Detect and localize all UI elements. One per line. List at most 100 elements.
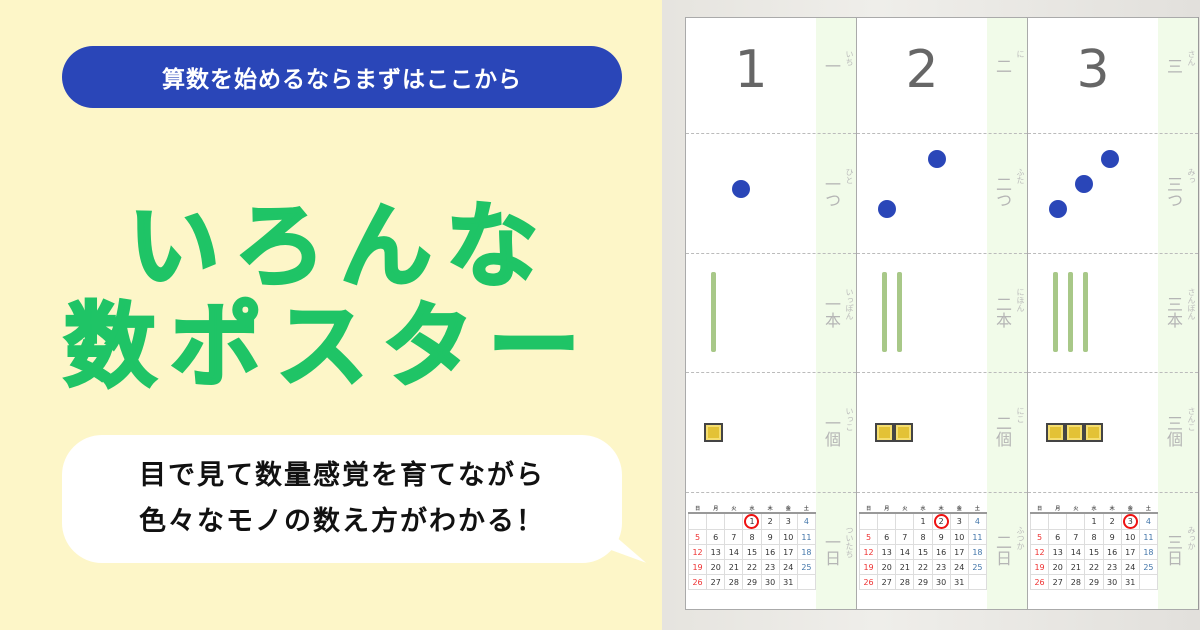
counting-block bbox=[1046, 423, 1065, 442]
calendar-weekday: 土 bbox=[1139, 505, 1158, 514]
highlighted-day: 2 bbox=[933, 514, 949, 529]
kanji-label: 三本 bbox=[1164, 295, 1183, 328]
calendar-day: 17 bbox=[1120, 544, 1140, 560]
calendar-day: 28 bbox=[895, 574, 915, 590]
calendar-day: 22 bbox=[913, 559, 933, 575]
calendar-day: 16 bbox=[1102, 544, 1122, 560]
calendar-day: 21 bbox=[1066, 559, 1086, 575]
calendar-weekday: 水 bbox=[913, 505, 933, 514]
calendar: 日月火水木金土 1 2 3 4 5 6 7 8 9 10 11 12 13 14 15 16 17 18 19 20 21… bbox=[687, 505, 817, 590]
calendar-day: 6 bbox=[706, 529, 726, 545]
number-poster: 一いち 1 一つ ひと 一本 いっぽん 一個 いっこ 一日 ついたち日月火水木金土 1 2 3 4 5 6 7 8… bbox=[685, 17, 857, 610]
kanji-label: 三つ bbox=[1164, 176, 1183, 208]
calendar-day: 10 bbox=[949, 529, 969, 545]
calendar-day: 3 bbox=[949, 512, 969, 530]
kanji-label: 三日 bbox=[1164, 534, 1183, 566]
calendar-day: 2 bbox=[1102, 512, 1122, 530]
poster-row: 三個 さんこ bbox=[1028, 373, 1198, 493]
calendar-day: 9 bbox=[1102, 529, 1122, 545]
kanji-label: 二本 bbox=[993, 295, 1012, 328]
calendar-day: 16 bbox=[760, 544, 780, 560]
calendar-weekday: 日 bbox=[859, 505, 878, 514]
calendar-day bbox=[967, 574, 988, 590]
poster-row: 一個 いっこ bbox=[686, 373, 856, 493]
calendar-day: 25 bbox=[796, 559, 817, 575]
calendar-day: 29 bbox=[742, 574, 762, 590]
kanji-label: 二個 bbox=[993, 415, 1012, 447]
calendar-day bbox=[858, 512, 879, 530]
furigana-label: ふつか bbox=[1016, 526, 1025, 550]
calendar-day: 18 bbox=[796, 544, 817, 560]
calendar-weekday: 水 bbox=[1084, 505, 1104, 514]
calendar-day: 14 bbox=[895, 544, 915, 560]
number-poster: 二に 2 二つ ふた 二本 にほん 二個 にこ 二日 ふつか日月火水木金土 1 2 3 4 5 6 7 8 9 10 1… bbox=[856, 17, 1028, 610]
counting-block bbox=[704, 423, 723, 442]
poster-row: 三本 さんぼん bbox=[1028, 254, 1198, 373]
furigana-label: みっか bbox=[1187, 526, 1196, 550]
furigana-label: いっぽん bbox=[845, 287, 854, 320]
calendar-day: 12 bbox=[1029, 544, 1050, 560]
calendar-day: 22 bbox=[742, 559, 762, 575]
numeral: 2 bbox=[905, 40, 939, 100]
counting-block bbox=[875, 423, 894, 442]
calendar-day: 29 bbox=[1084, 574, 1104, 590]
calendar-day: 1 bbox=[742, 512, 762, 530]
kanji-label: 一 bbox=[822, 58, 841, 74]
calendar-weekday: 金 bbox=[950, 505, 969, 514]
calendar-weekday: 土 bbox=[968, 505, 987, 514]
calendar-day: 10 bbox=[778, 529, 798, 545]
calendar-day: 18 bbox=[1138, 544, 1159, 560]
kanji-label: 三個 bbox=[1164, 415, 1183, 447]
calendar-day: 10 bbox=[1120, 529, 1140, 545]
calendar-day bbox=[706, 512, 726, 530]
calendar-day: 20 bbox=[1048, 559, 1068, 575]
calendar-day: 11 bbox=[796, 529, 817, 545]
kanji-label: 一日 bbox=[822, 534, 841, 566]
calendar-day: 20 bbox=[877, 559, 897, 575]
calendar-day: 25 bbox=[967, 559, 988, 575]
calendar-day: 14 bbox=[1066, 544, 1086, 560]
calendar-weekday: 金 bbox=[779, 505, 798, 514]
calendar-day: 19 bbox=[687, 559, 708, 575]
calendar-day: 13 bbox=[1048, 544, 1068, 560]
furigana-label: さん bbox=[1187, 50, 1196, 66]
calendar-day: 8 bbox=[742, 529, 762, 545]
counting-block bbox=[894, 423, 913, 442]
speech-bubble: 目で見て数量感覚を育てながら 色々なモノの数え方がわかる！ bbox=[62, 435, 622, 563]
poster-row: 一本 いっぽん bbox=[686, 254, 856, 373]
calendar-day: 6 bbox=[877, 529, 897, 545]
calendar-day bbox=[895, 512, 915, 530]
calendar-weekday: 日 bbox=[1030, 505, 1049, 514]
calendar-weekday: 金 bbox=[1121, 505, 1140, 514]
bubble-line-2: 色々なモノの数え方がわかる！ bbox=[139, 506, 545, 537]
poster-preview-area: 一いち 1 一つ ひと 一本 いっぽん 一個 いっこ 一日 ついたち日月火水木金土 1 2 3 4 5 6 7 8… bbox=[662, 0, 1200, 630]
counting-dot bbox=[1101, 150, 1119, 168]
kanji-label: 一個 bbox=[822, 415, 841, 447]
calendar-day: 31 bbox=[1120, 574, 1140, 590]
calendar-day: 4 bbox=[796, 512, 817, 530]
calendar-day: 31 bbox=[949, 574, 969, 590]
counting-dot bbox=[928, 150, 946, 168]
calendar-weekday: 火 bbox=[724, 505, 743, 514]
poster-row: 三さん 3 bbox=[1028, 18, 1198, 134]
calendar-weekday: 木 bbox=[1103, 505, 1122, 514]
calendar-day: 19 bbox=[858, 559, 879, 575]
furigana-label: にこ bbox=[1016, 407, 1025, 423]
calendar-day bbox=[1066, 512, 1086, 530]
calendar-day: 9 bbox=[931, 529, 951, 545]
calendar-day: 19 bbox=[1029, 559, 1050, 575]
calendar-day: 26 bbox=[858, 574, 879, 590]
calendar-day: 6 bbox=[1048, 529, 1068, 545]
highlighted-day: 3 bbox=[1122, 514, 1138, 529]
kanji-label: 二つ bbox=[993, 176, 1012, 208]
calendar-day: 23 bbox=[760, 559, 780, 575]
calendar-day: 23 bbox=[931, 559, 951, 575]
kanji-label: 一本 bbox=[822, 295, 841, 328]
calendar-day bbox=[796, 574, 817, 590]
calendar-day: 27 bbox=[877, 574, 897, 590]
kanji-label: 二日 bbox=[993, 534, 1012, 566]
calendar-day: 27 bbox=[1048, 574, 1068, 590]
calendar-day: 7 bbox=[1066, 529, 1086, 545]
calendar-day bbox=[1048, 512, 1068, 530]
calendar-day: 15 bbox=[913, 544, 933, 560]
